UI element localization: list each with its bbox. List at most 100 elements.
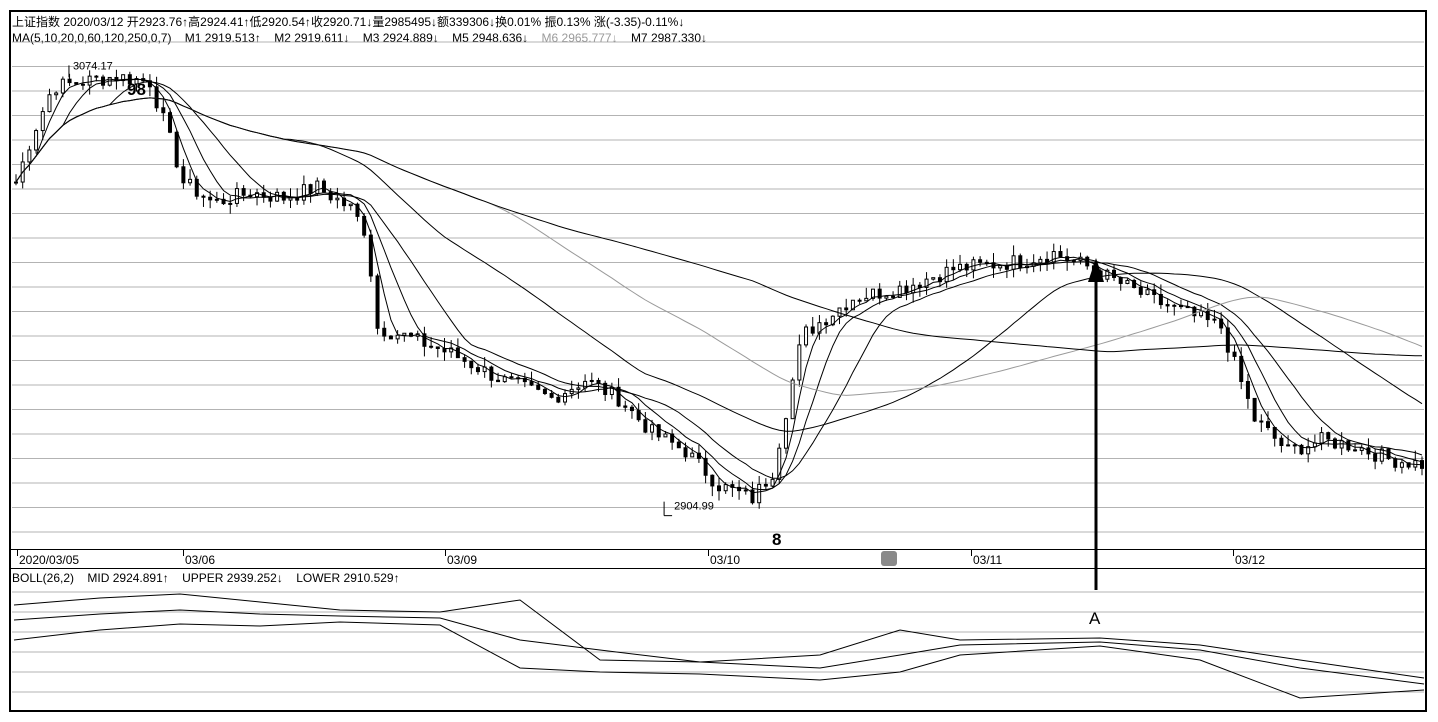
candle-body xyxy=(1266,421,1271,428)
candle-body xyxy=(1132,279,1137,288)
candle-body xyxy=(931,277,936,280)
candle-body xyxy=(1165,304,1170,307)
ma-legend: MA(5,10,20,0,60,120,250,0,7) M1 2919.513… xyxy=(12,31,707,45)
candle-body xyxy=(737,486,742,492)
candle-body xyxy=(489,366,494,381)
candle-body xyxy=(1339,440,1344,449)
scroll-thumb[interactable] xyxy=(881,551,897,566)
date-tick xyxy=(17,550,18,556)
candle-body xyxy=(723,484,728,492)
ma-m7: M7 2987.330↓ xyxy=(630,31,707,45)
candle-body xyxy=(1373,453,1378,462)
candle-body xyxy=(1292,444,1297,447)
annotation-8: 8 xyxy=(772,530,781,549)
low-value: 低2920.54↑ xyxy=(249,15,311,29)
candle-body xyxy=(388,335,393,340)
candle-body xyxy=(1399,462,1404,468)
candle-body xyxy=(268,196,273,202)
candle-body xyxy=(1306,446,1311,455)
candle-body xyxy=(770,478,775,487)
candle-body xyxy=(1379,448,1384,462)
candle-body xyxy=(1393,458,1398,468)
change-value: 涨(-3.35)-0.11%↓ xyxy=(593,15,685,29)
candle-body xyxy=(556,396,561,403)
candle-body xyxy=(576,387,581,390)
boll-lower: LOWER 2910.529↑ xyxy=(296,571,400,585)
candle-body xyxy=(174,131,179,168)
boll-upper-line xyxy=(13,593,1425,679)
candle-body xyxy=(74,82,79,85)
date-tick xyxy=(971,550,972,556)
candle-body xyxy=(308,184,313,194)
amount-value: 额339306↓ xyxy=(437,15,496,29)
candle-body xyxy=(1286,444,1291,447)
candle-body xyxy=(382,327,387,337)
date-label: 03/12 xyxy=(1235,553,1266,567)
candle-body xyxy=(315,180,320,194)
boll-lower-line xyxy=(13,621,1425,699)
candle-body xyxy=(763,483,768,487)
candle-body xyxy=(777,447,782,480)
ma-line-3 xyxy=(15,81,1423,479)
candle-body xyxy=(870,288,875,299)
candle-body xyxy=(14,181,18,184)
candle-body xyxy=(944,266,949,283)
candle-body xyxy=(1138,286,1143,295)
candle-body xyxy=(275,191,280,202)
candle-body xyxy=(1326,432,1331,440)
candle-body xyxy=(978,259,983,263)
candle-body xyxy=(375,275,380,329)
candle-body xyxy=(1319,432,1324,444)
ma-line-2 xyxy=(15,78,1423,491)
candle-body xyxy=(1018,255,1023,269)
date-tick xyxy=(445,550,446,556)
candle-body xyxy=(429,345,434,348)
candle-body xyxy=(214,198,219,201)
boll-mid-line xyxy=(13,609,1425,685)
ma-line-5 xyxy=(15,97,1423,396)
date-label: 03/11 xyxy=(973,553,1003,567)
candle-body xyxy=(1359,447,1364,451)
candle-body xyxy=(549,393,554,398)
candle-body xyxy=(502,376,507,383)
candle-body xyxy=(917,284,922,288)
close-value: 收2920.71↓ xyxy=(310,15,373,29)
date-tick xyxy=(1233,550,1234,556)
candle-body xyxy=(1038,258,1043,264)
candle-body xyxy=(743,489,748,492)
candle-body xyxy=(509,376,514,379)
date-label: 2020/03/05 xyxy=(19,553,80,567)
candle-body xyxy=(1192,306,1197,317)
candle-body xyxy=(911,284,916,294)
candle-body xyxy=(1353,449,1358,452)
candle-body xyxy=(295,197,300,201)
candle-body xyxy=(850,299,855,311)
candle-body xyxy=(40,111,45,132)
candle-body xyxy=(1332,438,1337,449)
volume-value: 量2985495↓ xyxy=(372,15,438,29)
candle-body xyxy=(455,347,460,359)
candle-body xyxy=(395,334,400,340)
candle-body xyxy=(924,278,929,288)
candle-body xyxy=(663,433,668,438)
candle-body xyxy=(181,166,186,184)
candle-body xyxy=(1259,420,1264,423)
candle-body xyxy=(824,322,829,326)
ma-line-4 xyxy=(15,97,1423,432)
candle-body xyxy=(1158,293,1163,306)
candle-body xyxy=(228,202,233,205)
candle-body xyxy=(87,75,92,86)
ma-line-1 xyxy=(15,78,1423,494)
candle-body xyxy=(1245,380,1250,399)
candle-body xyxy=(1239,355,1244,382)
candle-body xyxy=(650,424,655,433)
candle-body xyxy=(1299,444,1304,455)
candle-body xyxy=(1145,289,1150,295)
candle-body xyxy=(435,346,440,349)
candle-body xyxy=(1413,460,1418,468)
candle-body xyxy=(583,380,588,389)
candle-body xyxy=(355,203,360,217)
candle-body xyxy=(971,259,976,271)
candle-body xyxy=(422,333,427,347)
